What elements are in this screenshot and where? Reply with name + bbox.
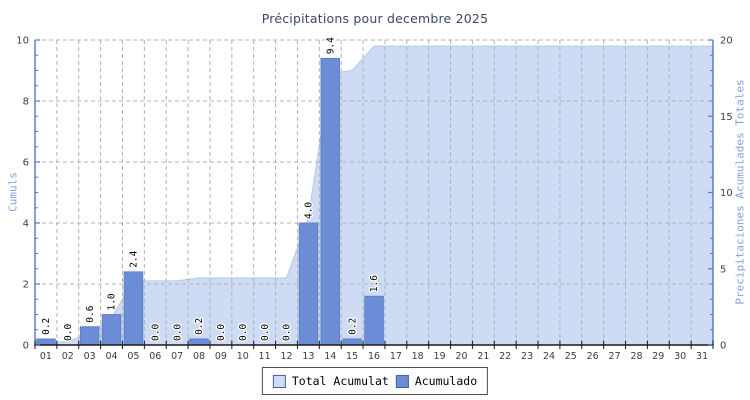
bar <box>123 271 144 346</box>
right-axis-tick-label: 0 <box>720 341 726 352</box>
area-series <box>35 46 713 345</box>
legend-swatch-bar <box>395 374 409 388</box>
bar-value-label: 0.0 <box>282 324 293 341</box>
x-tick-label: 17 <box>390 351 402 362</box>
x-tick-label: 10 <box>237 351 249 362</box>
legend-label-area: Total Acumulat <box>291 374 389 388</box>
x-tick-label: 05 <box>127 351 139 362</box>
right-axis-tick-label: 20 <box>720 36 733 47</box>
bar-value-label: 0.2 <box>347 318 358 335</box>
left-axis-tick-label: 10 <box>16 36 29 47</box>
x-tick-label: 29 <box>652 351 664 362</box>
x-tick-label: 26 <box>587 351 599 362</box>
x-tick-label: 31 <box>696 351 708 362</box>
chart-title: Précipitations pour decembre 2025 <box>261 11 489 26</box>
x-tick-label: 07 <box>171 351 183 362</box>
bar-value-label: 0.0 <box>151 324 162 341</box>
x-tick-label: 09 <box>215 351 227 362</box>
bar-value-label: 0.0 <box>260 324 271 341</box>
x-tick-label: 21 <box>477 351 489 362</box>
x-tick-label: 16 <box>368 351 380 362</box>
legend-label-bar: Acumulado <box>414 374 478 388</box>
right-axis-tick-label: 5 <box>720 264 726 275</box>
left-axis-tick-label: 2 <box>23 280 29 291</box>
bar-value-label: 0.6 <box>85 305 96 322</box>
legend-item-area: Total Acumulat <box>272 374 389 388</box>
x-tick-label: 27 <box>609 351 621 362</box>
x-tick-label: 30 <box>674 351 686 362</box>
left-axis-tick-label: 6 <box>23 158 29 169</box>
bar <box>101 314 122 346</box>
legend-item-bar: Acumulado <box>395 374 478 388</box>
left-axis-tick-label: 4 <box>23 219 29 230</box>
bar <box>36 338 56 346</box>
x-tick-label: 01 <box>40 351 52 362</box>
bar-value-label: 4.0 <box>304 202 315 219</box>
x-tick-label: 28 <box>630 351 642 362</box>
bar <box>342 338 362 346</box>
bar <box>189 338 209 346</box>
bar-value-label: 1.6 <box>369 275 380 292</box>
bar-value-label: 0.0 <box>238 324 249 341</box>
x-tick-label: 11 <box>259 351 271 362</box>
x-tick-label: 23 <box>521 351 533 362</box>
bar-value-label: 0.0 <box>63 324 74 341</box>
x-tick-label: 06 <box>149 351 161 362</box>
x-tick-label: 20 <box>455 351 467 362</box>
bar-value-label: 0.2 <box>41 318 52 335</box>
x-tick-label: 18 <box>412 351 424 362</box>
x-tick-label: 03 <box>84 351 96 362</box>
x-tick-label: 14 <box>324 351 336 362</box>
x-tick-label: 24 <box>543 351 555 362</box>
x-tick-label: 02 <box>62 351 74 362</box>
x-tick-label: 08 <box>193 351 205 362</box>
right-axis-tick-label: 10 <box>720 188 733 199</box>
x-tick-label: 19 <box>434 351 446 362</box>
bar-value-label: 0.2 <box>194 318 205 335</box>
bar-value-label: 0.0 <box>216 324 227 341</box>
bar-value-label: 9.4 <box>326 37 337 54</box>
bar-value-label: 0.0 <box>172 324 183 341</box>
bar-value-label: 2.4 <box>129 250 140 267</box>
x-tick-label: 13 <box>302 351 314 362</box>
bar <box>79 326 100 346</box>
x-tick-label: 25 <box>565 351 577 362</box>
x-tick-label: 15 <box>346 351 358 362</box>
bar <box>298 222 319 346</box>
legend: Total Acumulat Acumulado <box>261 367 489 395</box>
bar-value-label: 1.0 <box>107 293 118 310</box>
bar <box>364 295 384 346</box>
left-axis-tick-label: 0 <box>23 341 29 352</box>
x-tick-label: 04 <box>105 351 117 362</box>
x-tick-label: 22 <box>499 351 511 362</box>
bar <box>320 57 340 346</box>
x-tick-label: 12 <box>280 351 292 362</box>
legend-swatch-area <box>272 374 286 388</box>
left-axis-tick-label: 8 <box>23 97 29 108</box>
right-axis-tick-label: 15 <box>720 112 733 123</box>
